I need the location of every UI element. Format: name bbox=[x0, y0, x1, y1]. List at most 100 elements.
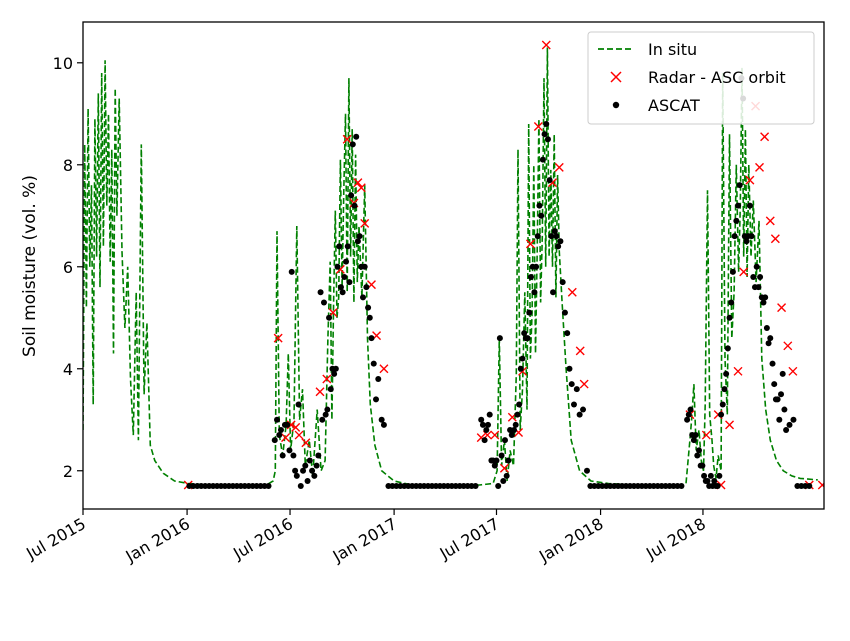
ascat-point bbox=[718, 411, 725, 418]
ascat-point bbox=[380, 421, 387, 428]
ascat-point bbox=[539, 156, 546, 163]
ascat-point bbox=[356, 233, 363, 240]
radar-point bbox=[379, 364, 389, 374]
ascat-point bbox=[486, 411, 493, 418]
ascat-point bbox=[279, 452, 286, 459]
ascat-point bbox=[300, 467, 307, 474]
radar-point bbox=[760, 132, 770, 142]
ascat-point bbox=[783, 426, 790, 433]
ascat-point bbox=[714, 483, 721, 490]
ascat-point bbox=[544, 136, 551, 143]
ascat-point bbox=[483, 426, 490, 433]
y-tick-label: 10 bbox=[53, 54, 73, 73]
ascat-point bbox=[498, 452, 505, 459]
radar-point bbox=[755, 162, 765, 172]
legend-label: In situ bbox=[648, 40, 697, 59]
ascat-point bbox=[478, 416, 485, 423]
ascat-point bbox=[692, 432, 699, 439]
radar-point bbox=[777, 303, 787, 313]
legend-label: ASCAT bbox=[648, 96, 700, 115]
ascat-point bbox=[277, 426, 284, 433]
ascat-point bbox=[746, 202, 753, 209]
radar-point bbox=[533, 122, 543, 132]
ascat-point bbox=[297, 483, 304, 490]
ascat-point bbox=[726, 314, 733, 321]
ascat-point bbox=[501, 437, 508, 444]
ascat-point bbox=[496, 335, 503, 342]
ascat-point bbox=[721, 386, 728, 393]
y-tick-label: 8 bbox=[63, 156, 73, 175]
radar-point bbox=[301, 438, 311, 448]
ascat-point bbox=[493, 457, 500, 464]
ascat-point bbox=[503, 472, 510, 479]
radar-point bbox=[733, 366, 743, 376]
radar-point bbox=[701, 430, 711, 440]
ascat-point bbox=[538, 212, 545, 219]
ascat-point bbox=[790, 416, 797, 423]
ascat-point bbox=[276, 432, 283, 439]
ascat-point bbox=[806, 483, 813, 490]
ascat-point bbox=[337, 284, 344, 291]
radar-point bbox=[567, 287, 577, 297]
ascat-point bbox=[566, 365, 573, 372]
y-axis: 2 4 6 8 10 bbox=[53, 54, 83, 481]
ascat-point bbox=[336, 243, 343, 250]
ascat-point bbox=[733, 217, 740, 224]
ascat-point bbox=[576, 411, 583, 418]
ascat-point bbox=[786, 421, 793, 428]
radar-point bbox=[356, 183, 366, 193]
ascat-point bbox=[324, 406, 331, 413]
ascat-point bbox=[548, 233, 555, 240]
radar-point bbox=[817, 480, 824, 490]
ascat-point bbox=[306, 457, 313, 464]
ascat-point bbox=[351, 202, 358, 209]
legend-label: Radar - ASC orbit bbox=[648, 68, 786, 87]
ascat-point bbox=[519, 355, 526, 362]
x-tick-label: Jan 2017 bbox=[329, 514, 400, 566]
ascat-point bbox=[695, 447, 702, 454]
ascat-point bbox=[512, 421, 519, 428]
ascat-point bbox=[378, 416, 385, 423]
ascat-point bbox=[353, 133, 360, 140]
radar-point bbox=[739, 267, 749, 277]
ascat-point bbox=[479, 421, 486, 428]
radar-point bbox=[281, 433, 290, 443]
ascat-point bbox=[304, 477, 311, 484]
y-axis-title: Soil moisture (vol. %) bbox=[20, 175, 40, 357]
ascat-point bbox=[511, 426, 518, 433]
ascat-point bbox=[349, 141, 356, 148]
ascat-point bbox=[716, 472, 723, 479]
ascat-point bbox=[485, 421, 492, 428]
ascat-point bbox=[728, 299, 735, 306]
radar-point bbox=[499, 463, 509, 473]
ascat-point bbox=[339, 289, 346, 296]
ascat-point bbox=[755, 284, 762, 291]
ascat-point bbox=[346, 279, 353, 286]
radar-point bbox=[725, 420, 735, 430]
ascat-point bbox=[517, 365, 524, 372]
ascat-point bbox=[334, 263, 341, 270]
ascat-point bbox=[694, 452, 701, 459]
ascat-point bbox=[274, 416, 281, 423]
radar-point bbox=[765, 216, 775, 226]
y-tick-label: 2 bbox=[63, 462, 73, 481]
radar-point bbox=[315, 387, 325, 397]
ascat-point bbox=[678, 483, 685, 490]
radar-point bbox=[554, 162, 564, 172]
ascat-point bbox=[292, 467, 299, 474]
radar-point bbox=[291, 422, 301, 432]
legend-key-radar bbox=[610, 71, 622, 83]
ascat-point bbox=[320, 299, 327, 306]
ascat-point bbox=[757, 273, 764, 280]
x-tick-label: Jan 2016 bbox=[122, 514, 193, 566]
ascat-point bbox=[271, 437, 278, 444]
ascat-point bbox=[778, 391, 785, 398]
ascat-point bbox=[748, 233, 755, 240]
ascat-point bbox=[583, 467, 590, 474]
ascat-point bbox=[699, 462, 706, 469]
x-axis: Jul 2015 Jan 2016 Jul 2016 Jan 2017 Jul 2017… bbox=[22, 509, 709, 566]
ascat-point bbox=[685, 411, 692, 418]
ascat-point bbox=[546, 177, 553, 184]
ascat-point bbox=[326, 314, 333, 321]
